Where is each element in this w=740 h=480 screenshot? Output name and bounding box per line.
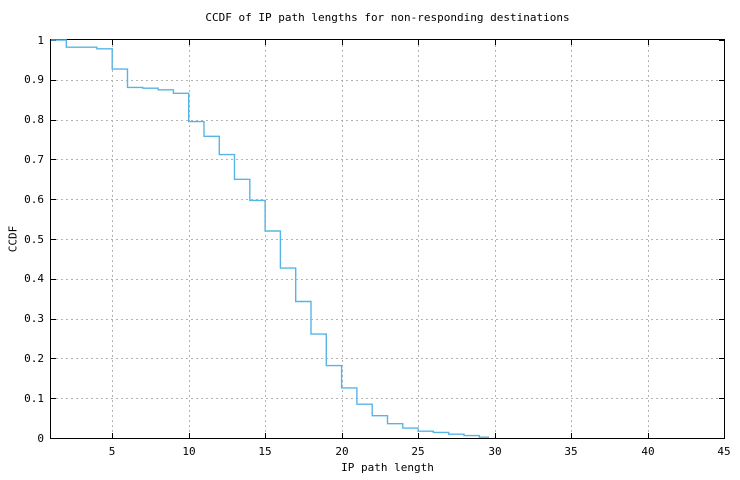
plot-border bbox=[50, 39, 725, 439]
y-tick-label: 0.4 bbox=[24, 272, 44, 285]
y-tick-label: 0.5 bbox=[24, 233, 44, 246]
chart-title: CCDF of IP path lengths for non-respondi… bbox=[205, 11, 570, 24]
x-tick-label: 40 bbox=[641, 445, 655, 458]
y-tick-label: 0.6 bbox=[24, 193, 44, 206]
y-tick-label: 0.9 bbox=[24, 73, 44, 86]
x-axis-label: IP path length bbox=[341, 461, 434, 474]
y-tick-label: 0.1 bbox=[24, 392, 44, 405]
y-tick-label: 1 bbox=[37, 34, 44, 47]
x-tick-label: 5 bbox=[108, 445, 116, 458]
x-tick-label: 15 bbox=[258, 445, 272, 458]
x-tick-label: 10 bbox=[182, 445, 196, 458]
ccdf-step-curve bbox=[51, 39, 490, 438]
y-tick-label: 0.2 bbox=[24, 352, 44, 365]
x-tick-label: 35 bbox=[564, 445, 578, 458]
y-tick-label: 0.7 bbox=[24, 153, 44, 166]
x-tick-label: 45 bbox=[717, 445, 731, 458]
y-tick-label: 0 bbox=[37, 432, 44, 445]
x-tick-label: 25 bbox=[411, 445, 425, 458]
x-tick-label: 30 bbox=[488, 445, 502, 458]
y-tick-label: 0.3 bbox=[24, 312, 44, 325]
y-tick-label: 0.8 bbox=[24, 113, 44, 126]
x-tick-label: 20 bbox=[335, 445, 349, 458]
